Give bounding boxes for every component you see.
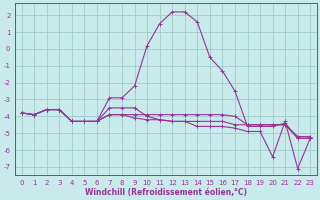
X-axis label: Windchill (Refroidissement éolien,°C): Windchill (Refroidissement éolien,°C) xyxy=(85,188,247,197)
